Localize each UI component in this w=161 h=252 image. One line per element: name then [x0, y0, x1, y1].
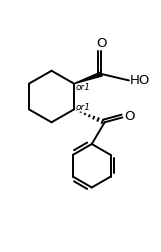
Text: O: O: [124, 110, 134, 123]
Text: HO: HO: [130, 74, 150, 87]
Polygon shape: [74, 73, 102, 84]
Text: O: O: [96, 37, 107, 50]
Text: or1: or1: [76, 83, 91, 92]
Text: or1: or1: [76, 102, 91, 111]
